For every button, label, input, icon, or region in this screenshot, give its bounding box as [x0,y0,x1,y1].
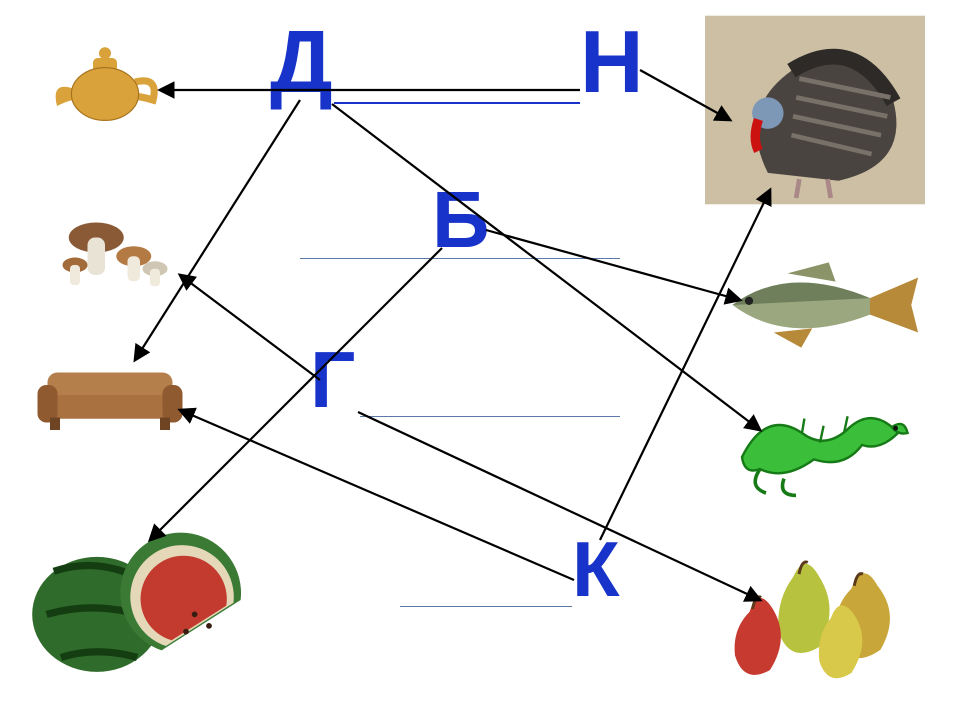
arrow-d-dragon [332,104,760,430]
picture-fish [700,250,930,360]
picture-pears [700,540,930,710]
matching-diagram: Д Н Б Г К [0,0,960,720]
dragon-icon [725,385,915,505]
picture-mushrooms [40,190,190,310]
underline-d [334,102,506,104]
mushrooms-icon [50,200,180,300]
underline-k [400,606,572,607]
arrow-g-mushrooms [180,275,320,380]
arrow-b-watermelon [150,248,442,540]
letter-g: Г [310,340,355,420]
watermelon-icon [25,505,255,695]
letter-d: Д [270,18,333,106]
letter-k: К [572,530,620,608]
turkey-icon [705,15,925,205]
underline-g [360,416,620,417]
picture-teapot [30,22,180,142]
sofa-icon [35,360,185,440]
fish-icon [705,255,925,355]
picture-turkey [700,10,930,210]
teapot-icon [45,32,165,132]
picture-dragon [720,380,920,510]
letter-b: Б [432,180,490,260]
picture-watermelon [20,500,260,700]
underline-b [300,258,620,259]
pears-icon [705,545,925,705]
letter-n: Н [580,18,644,106]
picture-sofa [30,350,190,450]
underline-n [506,102,580,104]
